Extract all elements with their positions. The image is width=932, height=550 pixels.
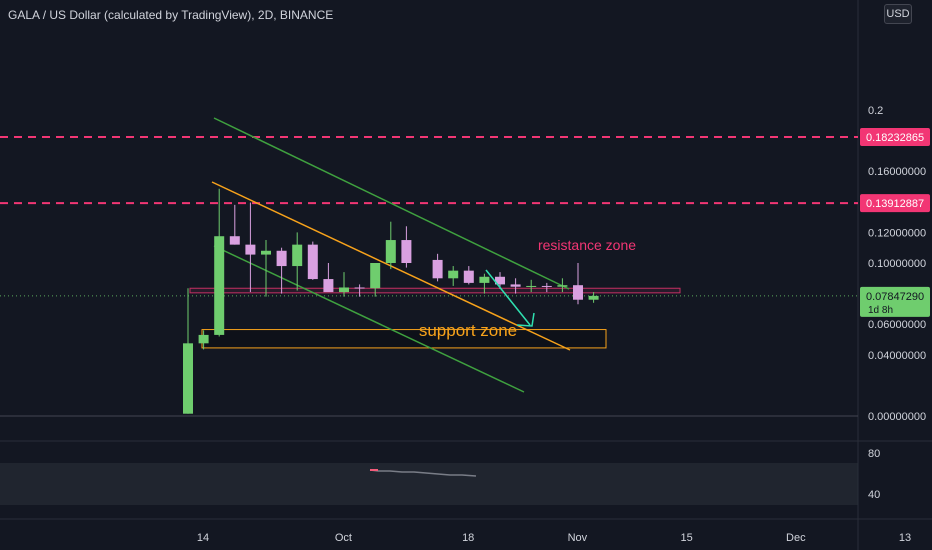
oscillator-band bbox=[0, 463, 858, 505]
candle-body bbox=[229, 236, 240, 245]
x-tick-label: Oct bbox=[335, 532, 352, 544]
candle-body bbox=[261, 250, 271, 255]
y-tick-label: 0.12000000 bbox=[868, 227, 926, 239]
candle-body bbox=[370, 263, 381, 289]
candle-body bbox=[245, 244, 256, 255]
x-tick-label: 18 bbox=[462, 532, 474, 544]
projection-arrow-line bbox=[485, 269, 531, 326]
candle-body bbox=[510, 284, 521, 287]
countdown-label: 1d 8h bbox=[868, 305, 893, 316]
channel-lower-line bbox=[213, 245, 525, 393]
candle-body bbox=[339, 287, 349, 293]
candle-body bbox=[557, 285, 568, 287]
y-tick-label: 0.16000000 bbox=[868, 166, 926, 178]
x-tick-label: 13 bbox=[899, 532, 911, 544]
candle-body bbox=[541, 285, 552, 287]
candle-body bbox=[495, 276, 505, 285]
candle-body bbox=[307, 244, 318, 280]
oscillator-tick-label: 40 bbox=[868, 489, 880, 501]
support-zone-label: support zone bbox=[419, 321, 517, 340]
level-price-label: 0.13912887 bbox=[866, 198, 924, 210]
candle-body bbox=[588, 295, 599, 300]
candle-body bbox=[573, 285, 583, 300]
candle-body bbox=[432, 259, 443, 279]
x-tick-label: Nov bbox=[568, 532, 588, 544]
y-tick-label: 0.04000000 bbox=[868, 350, 926, 362]
channel-upper-line bbox=[213, 117, 570, 290]
candle-body bbox=[463, 270, 474, 283]
x-tick-label: 15 bbox=[680, 532, 692, 544]
oscillator-tick-label: 80 bbox=[868, 448, 880, 460]
candle-body bbox=[526, 285, 537, 287]
candle-body bbox=[385, 240, 396, 263]
level-price-label: 0.18232865 bbox=[866, 132, 924, 144]
chart-title: GALA / US Dollar (calculated by TradingV… bbox=[8, 8, 334, 22]
last-price-label: 0.07847290 bbox=[866, 291, 924, 303]
y-tick-label: 0.00000000 bbox=[868, 411, 926, 423]
candle-body bbox=[214, 236, 225, 335]
candle-body bbox=[448, 270, 459, 279]
candle-body bbox=[479, 276, 490, 283]
resistance-zone-box bbox=[189, 287, 681, 294]
candle-body bbox=[198, 334, 209, 344]
oscillator-line bbox=[369, 469, 477, 477]
currency-badge[interactable]: USD bbox=[884, 4, 912, 24]
candle-body bbox=[292, 244, 303, 267]
candle-body bbox=[354, 287, 365, 289]
candle-body bbox=[323, 279, 334, 293]
level-price-tag bbox=[860, 194, 930, 213]
projection-arrow-head bbox=[516, 312, 535, 327]
resistance-zone-label: resistance zone bbox=[538, 237, 636, 253]
x-tick-label: 14 bbox=[197, 532, 209, 544]
level-price-tag bbox=[860, 128, 930, 147]
x-tick-label: Dec bbox=[786, 532, 806, 544]
candle-body bbox=[276, 250, 287, 267]
y-tick-label: 0.06000000 bbox=[868, 319, 926, 331]
y-tick-label: 0.2 bbox=[868, 105, 883, 117]
last-price-tag bbox=[860, 286, 930, 317]
y-tick-label: 0.10000000 bbox=[868, 258, 926, 270]
candle-body bbox=[401, 240, 412, 263]
candle-body bbox=[183, 343, 193, 414]
